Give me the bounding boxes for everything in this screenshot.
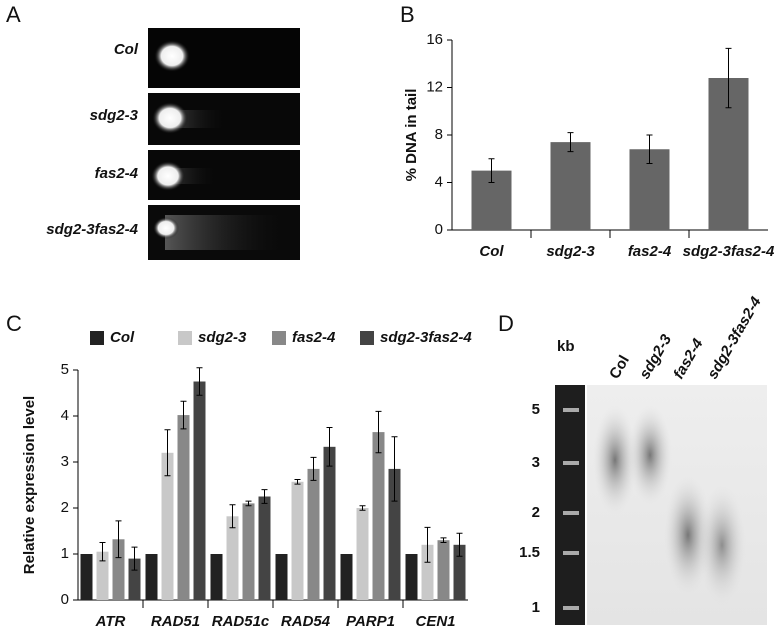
y-tick-label: 4 [435,173,443,190]
error-bar [196,367,203,396]
ladder-label: 3 [532,454,540,471]
ladder-label: 1 [532,599,540,616]
x-tick-label: RAD51 [151,613,200,630]
bar [291,481,304,600]
bar [275,554,288,600]
error-bar [294,478,301,485]
legend-label: sdg2-3 [198,329,247,346]
bar [437,540,450,600]
error-bar [99,542,106,562]
x-tick-label: RAD54 [281,613,331,630]
y-tick-label: 3 [61,453,69,470]
bar [550,142,591,230]
panel-label: A [6,2,21,27]
error-bar [131,546,138,571]
x-tick-label: RAD51c [212,613,270,630]
ladder-label: 5 [532,401,540,418]
ladder-label: 1.5 [519,544,540,561]
error-bar [115,520,122,559]
legend-swatch [272,331,286,345]
y-tick-label: 0 [435,221,443,238]
y-axis-label: % DNA in tail [403,89,420,182]
legend-swatch [90,331,104,345]
bar [128,558,141,600]
bar [112,539,125,600]
bar [356,508,369,600]
bar [161,452,174,600]
error-bar [229,504,236,529]
legend-label: Col [110,329,135,346]
bar [177,415,190,600]
y-axis-label: Relative expression level [21,396,38,574]
bar [307,468,320,600]
error-bar [440,537,447,543]
bar [421,544,434,600]
lane-label: Col [606,353,633,382]
legend-label: fas2-4 [292,329,336,346]
error-bar [567,132,574,153]
y-tick-label: 12 [426,78,443,95]
bar [80,554,93,600]
bar [323,446,336,600]
unit-label: kb [557,338,575,355]
lane-label: sdg2-3 [636,331,675,382]
panel-label: D [498,311,514,336]
error-bar [391,436,398,502]
bar [388,468,401,600]
x-tick-label: sdg2-3fas2-4 [683,243,775,260]
panel-label: C [6,311,22,336]
legend-label: sdg2-3fas2-4 [380,329,472,346]
error-bar [725,47,732,109]
gel-image [555,385,767,625]
x-tick-label: Col [479,243,504,260]
sample-label: sdg2-3 [90,107,139,124]
sample-label: fas2-4 [95,165,139,182]
y-tick-label: 1 [61,545,69,562]
bar [453,544,466,600]
ladder-label: 2 [532,504,540,521]
bar [210,554,223,600]
legend-swatch [178,331,192,345]
y-tick-label: 2 [61,499,69,516]
error-bar [359,505,366,511]
comet-images [148,28,300,260]
lane-label: sdg2-3fas2-4 [704,293,765,381]
error-bar [424,526,431,563]
error-bar [488,158,495,183]
x-tick-label: CEN1 [415,613,455,630]
x-tick-label: PARP1 [346,613,395,630]
sample-label: Col [114,41,139,58]
bar [145,554,158,600]
error-bar [326,427,333,467]
error-bar [261,489,268,504]
y-tick-label: 16 [426,31,443,48]
panel-label: B [400,2,415,27]
sample-label: sdg2-3fas2-4 [46,221,138,238]
error-bar [310,456,317,481]
y-tick-label: 8 [435,126,443,143]
bar [372,432,385,600]
error-bar [646,134,653,164]
bar [193,381,206,600]
error-bar [164,429,171,477]
y-tick-label: 5 [61,361,69,378]
y-tick-label: 0 [61,591,69,608]
error-bar [456,532,463,557]
bar [96,551,109,600]
x-tick-label: sdg2-3 [546,243,595,260]
y-tick-label: 4 [61,407,69,424]
x-tick-label: fas2-4 [628,243,672,260]
legend-swatch [360,331,374,345]
lane-label: fas2-4 [670,335,707,382]
x-tick-label: ATR [95,613,126,630]
bar [405,554,418,600]
bar [258,496,271,600]
error-bar [245,500,252,507]
bar [340,554,353,600]
error-bar [375,410,382,454]
bar [226,516,239,600]
bar [242,503,255,600]
error-bar [180,400,187,430]
